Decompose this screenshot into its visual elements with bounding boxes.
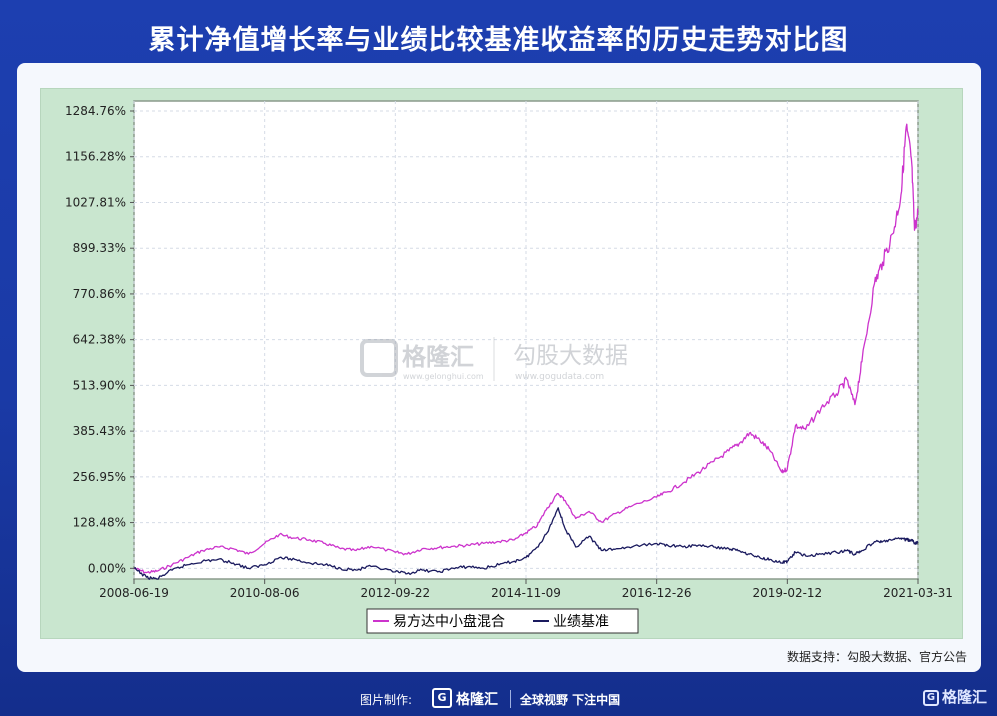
- corner-brand: G 格隆汇: [922, 686, 987, 707]
- y-axis-ticks: 0.00% 128.48% 256.95% 385.43% 513.90% 642.38%…: [65, 104, 134, 575]
- x-tick-label: 2010-08-06: [230, 586, 300, 600]
- x-tick-label: 2008-06-19: [99, 586, 169, 600]
- data-source-note: 数据支持：勾股大数据、官方公告: [786, 650, 967, 664]
- chart-frame: 格隆汇 www.gelonghui.com 勾股大数据 www.gogudata…: [40, 88, 963, 639]
- series-group: [133, 123, 919, 580]
- x-tick-label: 2012-09-22: [360, 586, 430, 600]
- x-tick-label: 2014-11-09: [491, 586, 561, 600]
- y-tick-label: 642.38%: [73, 333, 126, 347]
- corner-brand-label: 格隆汇: [941, 688, 987, 706]
- footer-brand: 格隆汇: [456, 692, 498, 708]
- y-tick-label: 1284.76%: [65, 104, 126, 118]
- x-tick-label: 2016-12-26: [622, 586, 692, 600]
- footer-divider: [510, 690, 511, 708]
- watermark-left-url: www.gelonghui.com: [403, 372, 484, 381]
- y-tick-label: 899.33%: [73, 241, 126, 255]
- legend-fund-label: 易方达中小盘混合: [393, 613, 505, 630]
- x-tick-label: 2021-03-31: [883, 586, 953, 600]
- y-tick-label: 385.43%: [73, 424, 126, 438]
- fund-line: [133, 123, 919, 574]
- y-tick-label: 0.00%: [88, 561, 126, 575]
- legend-benchmark-label: 业绩基准: [553, 613, 609, 630]
- y-tick-label: 770.86%: [73, 287, 126, 301]
- watermark-right-url: www.gogudata.com: [515, 372, 604, 382]
- watermark-right-name: 勾股大数据: [513, 343, 628, 369]
- legend-box: [366, 608, 639, 634]
- x-tick-label: 2019-02-12: [752, 586, 822, 600]
- y-tick-label: 256.95%: [73, 470, 126, 484]
- footer: 图片制作: G 格隆汇 全球视野 下注中国: [0, 684, 997, 716]
- watermark-left-name: 格隆汇: [402, 343, 474, 371]
- footer-made-by: 图片制作:: [360, 693, 413, 707]
- footer-slogan: 全球视野 下注中国: [520, 693, 621, 707]
- legend: 易方达中小盘混合 业绩基准: [366, 608, 639, 634]
- y-tick-label: 1027.81%: [65, 195, 126, 209]
- y-tick-label: 128.48%: [73, 516, 126, 530]
- y-tick-label: 513.90%: [73, 378, 126, 392]
- benchmark-line: [133, 507, 919, 580]
- footer-logo-icon: G: [432, 688, 452, 708]
- y-tick-label: 1156.28%: [65, 150, 126, 164]
- page-title: 累计净值增长率与业绩比较基准收益率的历史走势对比图: [148, 25, 849, 56]
- grid-lines: [133, 101, 919, 579]
- watermark: 格隆汇 www.gelonghui.com 勾股大数据 www.gogudata…: [360, 337, 628, 382]
- x-axis-ticks: 2008-06-19 2010-08-06 2012-09-22 2014-11-09…: [99, 579, 953, 600]
- corner-logo-icon: G: [922, 689, 939, 706]
- watermark-logo-icon: [360, 339, 398, 377]
- chart-svg: 格隆汇 www.gelonghui.com 勾股大数据 www.gogudata…: [65, 100, 953, 634]
